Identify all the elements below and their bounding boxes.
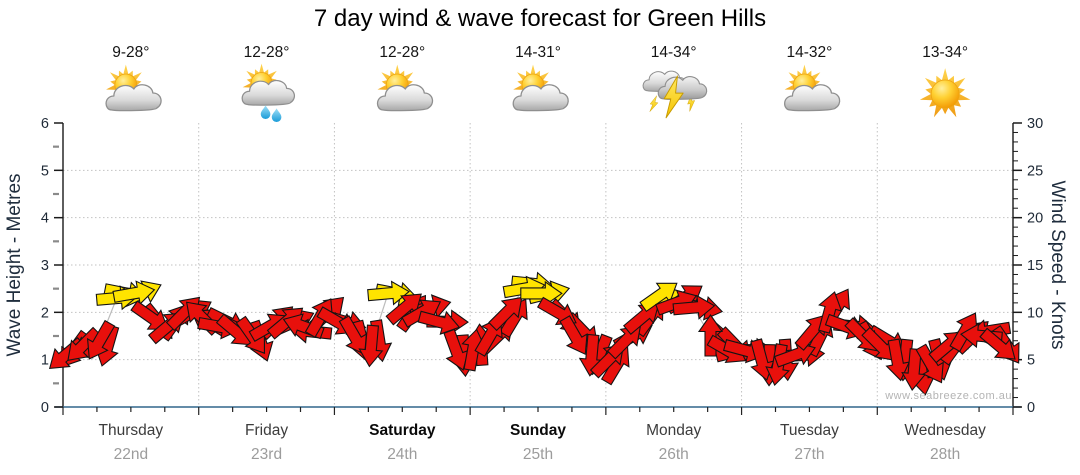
wind-arrow: [385, 293, 422, 326]
day-name: Sunday: [510, 422, 566, 439]
wind-arrow: [338, 315, 368, 356]
left-tick-label: 2: [41, 305, 49, 321]
weather-icon-partly-cloudy: [512, 64, 569, 112]
right-tick-label: 20: [1027, 211, 1043, 227]
left-tick-label: 3: [41, 258, 49, 274]
weather-icon-sun-showers: [241, 63, 296, 122]
day-date: 22nd: [114, 446, 148, 463]
day-date: 25th: [523, 446, 553, 463]
wind-arrows: [48, 271, 1020, 396]
wind-arrow: [697, 314, 724, 357]
wind-arrow: [520, 280, 563, 306]
right-tick-label: 5: [1027, 353, 1035, 369]
day-temperature: 9-28°: [112, 44, 149, 61]
day-date: 24th: [387, 446, 417, 463]
wind-arrow: [606, 325, 642, 360]
wind-arrow: [639, 282, 678, 313]
left-tick-label: 4: [41, 211, 49, 227]
weather-icon-sunny: [919, 68, 971, 118]
wind-arrow: [443, 328, 470, 371]
weather-icon-partly-cloudy: [784, 64, 841, 112]
wind-arrow: [358, 324, 384, 368]
day-temperature: 14-31°: [515, 44, 561, 61]
left-tick-label: 0: [41, 400, 49, 416]
day-name: Wednesday: [904, 422, 986, 439]
left-axis-ticks: 0 1 2 3 4 5 6: [41, 116, 63, 416]
day-temperature: 14-34°: [651, 44, 697, 61]
gridlines: [63, 123, 1013, 407]
day-date: 28th: [930, 446, 960, 463]
wind-arrow: [672, 294, 716, 320]
day-date: 26th: [659, 446, 689, 463]
wind-arrow: [112, 280, 156, 306]
wind-arrow: [861, 326, 896, 362]
bottom-axis-ticks: [62, 407, 1014, 415]
wind-arrow: [67, 326, 102, 362]
chart-title: 7 day wind & wave forecast for Green Hil…: [313, 5, 767, 32]
right-axis-ticks: 0 5 10 15 20 25 30: [1013, 116, 1043, 416]
weather-icons: [105, 63, 971, 122]
wind-arrow: [622, 302, 660, 335]
day-temperature: 12-28°: [379, 44, 425, 61]
wind-arrow: [901, 348, 927, 391]
wind-arrow: [885, 338, 911, 382]
weather-icon-partly-cloudy: [376, 64, 434, 112]
right-tick-label: 10: [1027, 305, 1043, 321]
day-date: 23rd: [251, 446, 282, 463]
watermark: www.seabreeze.com.au: [885, 390, 1012, 402]
day-name: Saturday: [369, 422, 436, 439]
day-temperature: 14-32°: [787, 44, 833, 61]
wind-arrow: [488, 296, 523, 332]
wind-arrow: [559, 315, 588, 356]
wind-arrow: [915, 343, 944, 384]
right-tick-label: 0: [1027, 400, 1035, 416]
weather-icon-thunderstorm: [642, 70, 708, 119]
day-name: Friday: [245, 422, 288, 439]
left-tick-label: 6: [41, 116, 49, 132]
day-name: Thursday: [99, 422, 164, 439]
wind-arrow: [461, 328, 487, 372]
right-tick-label: 30: [1027, 116, 1043, 132]
day-labels: Thursday 22nd 9-28° Friday 23rd 12-28° Saturda…: [99, 44, 987, 463]
day-name: Tuesday: [780, 422, 839, 439]
right-tick-label: 25: [1027, 163, 1043, 179]
day-temperature: 12-28°: [244, 44, 290, 61]
wind-arrow: [367, 280, 410, 306]
day-name: Monday: [646, 422, 701, 439]
left-tick-label: 1: [41, 353, 49, 369]
day-temperature: 13-34°: [922, 44, 968, 61]
wind-arrow: [86, 319, 116, 360]
day-date: 27th: [794, 446, 824, 463]
weather-icon-partly-cloudy: [105, 64, 162, 112]
wind-arrow: [979, 327, 1016, 360]
right-tick-label: 15: [1027, 258, 1043, 274]
wind-arrow: [818, 291, 843, 334]
left-tick-label: 5: [41, 163, 49, 179]
